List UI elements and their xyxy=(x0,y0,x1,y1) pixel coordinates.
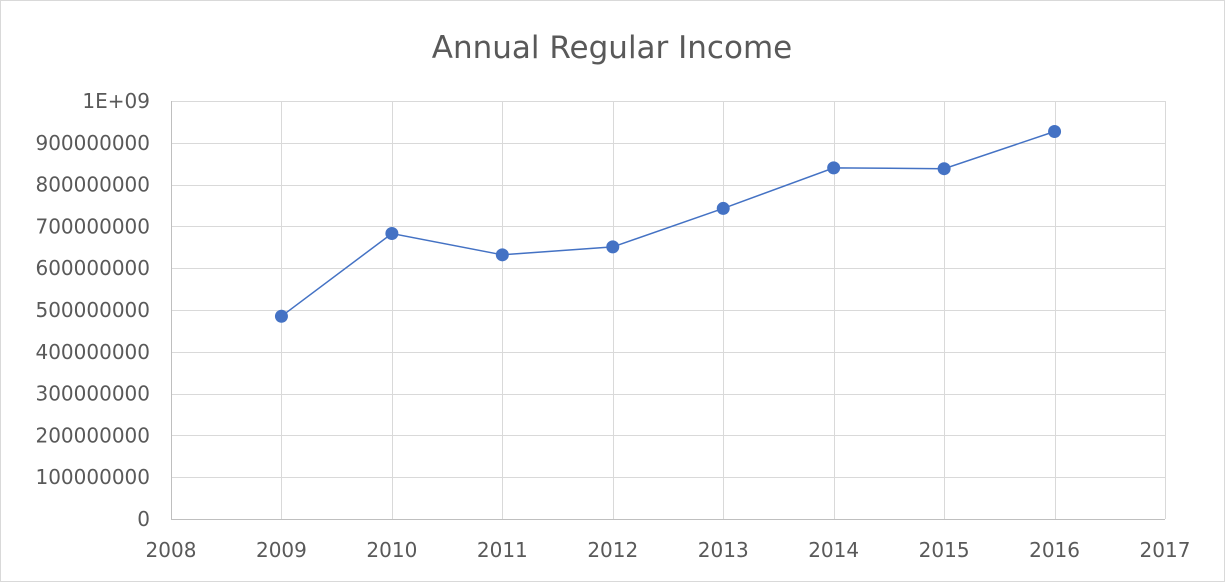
x-tick-label: 2010 xyxy=(366,538,417,562)
tick-labels: 0 100000000 200000000 300000000 400000000 500… xyxy=(35,89,1190,562)
axes xyxy=(171,101,1165,520)
gridlines xyxy=(171,101,1166,519)
y-tick-label: 900000000 xyxy=(35,131,150,155)
data-point xyxy=(606,240,620,254)
x-tick-label: 2011 xyxy=(477,538,528,562)
x-tick-label: 2013 xyxy=(698,538,749,562)
data-point xyxy=(495,248,509,262)
y-tick-label: 700000000 xyxy=(35,214,150,238)
y-tick-label: 100000000 xyxy=(35,465,150,489)
y-tick-label: 500000000 xyxy=(35,298,150,322)
series-line xyxy=(280,130,1055,317)
y-tick-label: 200000000 xyxy=(35,423,150,447)
x-tick-label: 2016 xyxy=(1029,538,1080,562)
x-tick-label: 2014 xyxy=(808,538,859,562)
x-tick-label: 2012 xyxy=(587,538,638,562)
chart-title: Annual Regular Income xyxy=(432,30,792,66)
data-point xyxy=(385,227,399,241)
y-tick-label: 600000000 xyxy=(35,256,150,280)
data-point xyxy=(1048,125,1062,139)
data-point xyxy=(274,309,288,323)
y-tick-label: 400000000 xyxy=(35,340,150,364)
x-tick-label: 2009 xyxy=(256,538,307,562)
data-point xyxy=(827,161,841,175)
y-tick-label: 1E+09 xyxy=(82,89,150,113)
series-layer xyxy=(274,125,1062,323)
x-tick-label: 2015 xyxy=(919,538,970,562)
y-tick-label: 300000000 xyxy=(35,382,150,406)
x-tick-label: 2008 xyxy=(146,538,197,562)
y-tick-label: 0 xyxy=(137,507,150,531)
x-tick-label: 2017 xyxy=(1140,538,1191,562)
y-tick-label: 800000000 xyxy=(35,173,150,197)
data-point xyxy=(716,201,730,215)
data-point xyxy=(937,162,951,176)
